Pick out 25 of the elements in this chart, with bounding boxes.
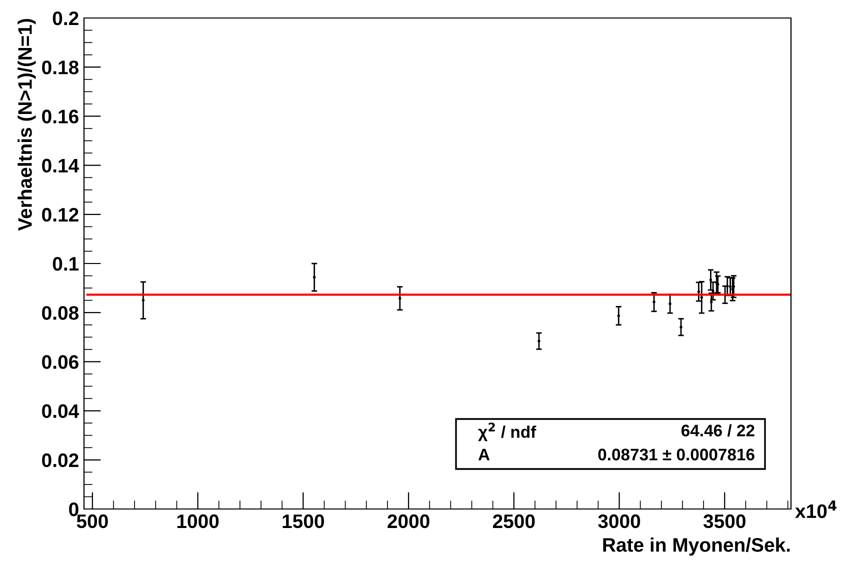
y-tick-label: 0.08 xyxy=(42,306,79,320)
y-tick-label: 0.1 xyxy=(52,256,79,271)
annotation: 0.08731 ± 0.0007816 xyxy=(598,448,754,460)
y-tick-label: 0.12 xyxy=(42,208,78,222)
annotation: 64.46 / 22 xyxy=(681,424,754,437)
y-axis-title: Verhaeltnis (N>1)/(N=1) xyxy=(18,18,36,231)
text: x10$^{4}$ xyxy=(795,500,836,518)
y-tick-label: 0.04 xyxy=(42,404,80,418)
y-tick-label: 0.14 xyxy=(42,158,80,173)
y-tick-label: 0.16 xyxy=(42,110,78,124)
x-axis-title: Rate in Myonen/Sek. xyxy=(603,538,790,556)
x-tick-label: 3500 xyxy=(703,514,746,528)
y-tick-label: 0.06 xyxy=(42,355,78,369)
y-tick-label: 0 xyxy=(69,502,78,516)
x-tick-label: 2000 xyxy=(388,514,430,528)
x-tick-label: 1500 xyxy=(282,514,324,528)
x-tick-label: 500 xyxy=(76,514,108,528)
y-tick-label: 0.02 xyxy=(42,453,78,468)
annotation: χ$^{2}$ / ndf xyxy=(478,422,536,442)
x-tick-label: 2500 xyxy=(492,514,535,528)
x-tick-label: 1000 xyxy=(177,514,219,528)
annotation: A xyxy=(478,448,490,460)
y-tick-label: 0.2 xyxy=(52,11,78,26)
y-tick-label: 0.18 xyxy=(42,60,79,74)
x-tick-label: 3000 xyxy=(598,514,640,528)
